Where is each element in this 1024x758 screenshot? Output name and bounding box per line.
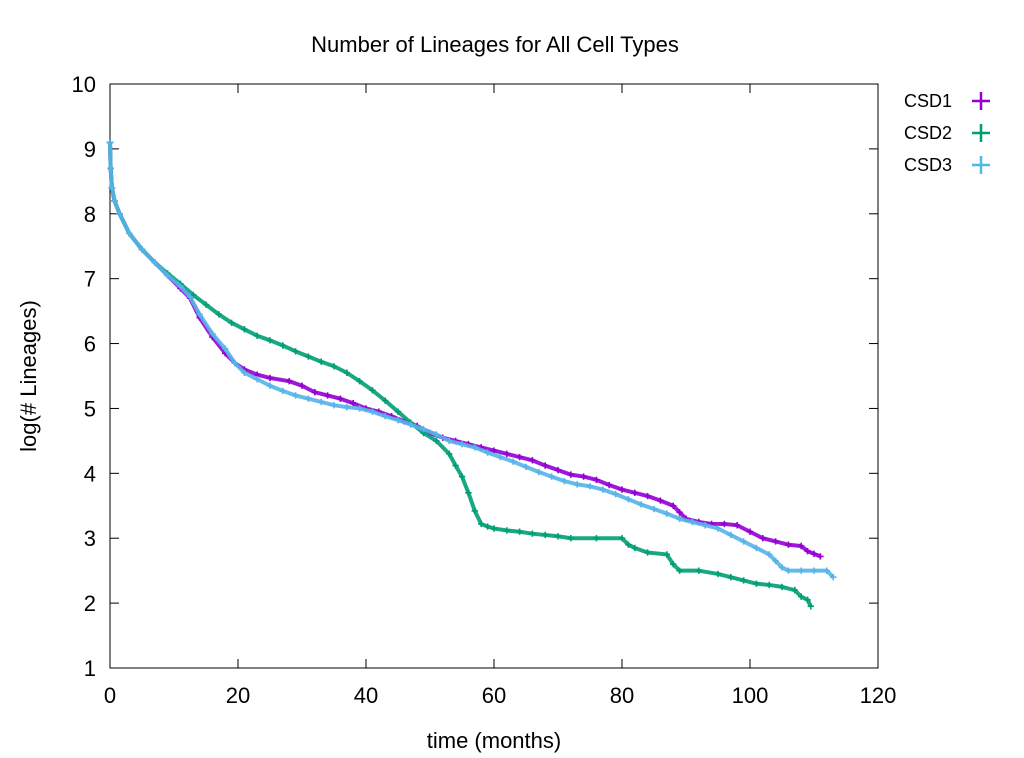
series-trail: [108, 142, 835, 579]
legend-marker: [972, 156, 990, 174]
x-axis-label: time (months): [427, 728, 561, 753]
legend-label: CSD3: [904, 155, 952, 175]
chart-title: Number of Lineages for All Cell Types: [311, 32, 679, 57]
y-tick-label: 2: [84, 591, 96, 616]
y-tick-label: 4: [84, 461, 96, 486]
legend-marker: [972, 92, 990, 110]
y-tick-label: 1: [84, 656, 96, 681]
series-trail: [108, 142, 822, 559]
x-tick-label: 40: [354, 683, 378, 708]
y-tick-label: 3: [84, 526, 96, 551]
y-tick-label: 5: [84, 396, 96, 421]
x-axis: 0 20 40 60 80 100 120: [104, 84, 896, 708]
x-tick-label: 100: [732, 683, 769, 708]
y-tick-label: 7: [84, 267, 96, 292]
series-csd2: [106, 139, 814, 610]
y-tick-label: 9: [84, 137, 96, 162]
y-axis-label: log(# Lineages): [16, 300, 41, 452]
x-tick-label: 60: [482, 683, 506, 708]
x-tick-label: 20: [226, 683, 250, 708]
y-axis: 1 2 3 4 5 6 7 8 9 10: [72, 72, 878, 681]
y-tick-label: 10: [72, 72, 96, 97]
legend-label: CSD1: [904, 91, 952, 111]
x-tick-label: 120: [860, 683, 897, 708]
x-tick-label: 0: [104, 683, 116, 708]
series-csd3: [106, 139, 837, 581]
series-csd1: [106, 139, 824, 560]
plot-area: [106, 139, 837, 610]
legend-label: CSD2: [904, 123, 952, 143]
x-tick-label: 80: [610, 683, 634, 708]
plot-frame: [109, 83, 879, 669]
y-tick-label: 6: [84, 332, 96, 357]
legend: CSD1 CSD2 CSD3: [904, 91, 990, 175]
legend-marker: [972, 124, 990, 142]
series-trail: [108, 142, 813, 608]
y-tick-label: 8: [84, 202, 96, 227]
